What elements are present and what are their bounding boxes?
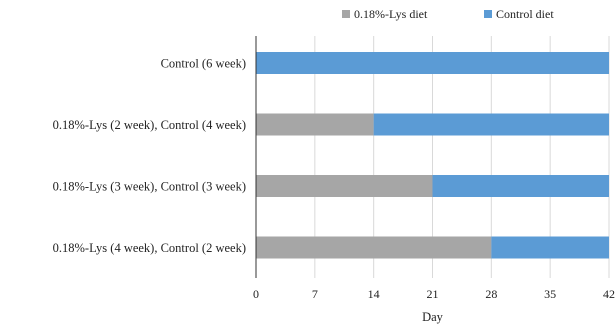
- bar-lys-row-4: [256, 236, 492, 259]
- x-tick-label: 21: [427, 287, 439, 301]
- x-tick-label: 35: [544, 287, 556, 301]
- x-tick-label: 28: [485, 287, 497, 301]
- legend: 0.18%-Lys diet Control diet: [342, 7, 554, 21]
- legend-swatch-lys: [342, 10, 350, 18]
- bars: [256, 52, 609, 259]
- bar-lys-row-3: [256, 175, 433, 197]
- bar-control-row-3: [432, 175, 609, 197]
- category-label: 0.18%-Lys (2 week), Control (4 week): [53, 118, 246, 132]
- x-axis-title: Day: [422, 310, 444, 324]
- category-label: 0.18%-Lys (4 week), Control (2 week): [53, 241, 246, 255]
- category-labels: Control (6 week) 0.18%-Lys (2 week), Cont…: [53, 57, 246, 256]
- bar-control-row-2: [373, 113, 609, 136]
- bar-control-row-4: [491, 236, 609, 259]
- x-tick-labels: 0 7 14 21 28 35 42: [253, 287, 615, 301]
- legend-label-control: Control diet: [496, 7, 554, 21]
- bar-lys-row-2: [256, 113, 374, 136]
- category-label: Control (6 week): [161, 57, 246, 71]
- x-tick-label: 0: [253, 287, 259, 301]
- legend-label-lys: 0.18%-Lys diet: [354, 7, 428, 21]
- x-tick-label: 14: [368, 287, 380, 301]
- bar-control-row-1: [256, 52, 609, 74]
- category-label: 0.18%-Lys (3 week), Control (3 week): [53, 180, 246, 194]
- legend-swatch-control: [484, 10, 492, 18]
- x-tick-label: 42: [603, 287, 615, 301]
- x-tick-label: 7: [312, 287, 318, 301]
